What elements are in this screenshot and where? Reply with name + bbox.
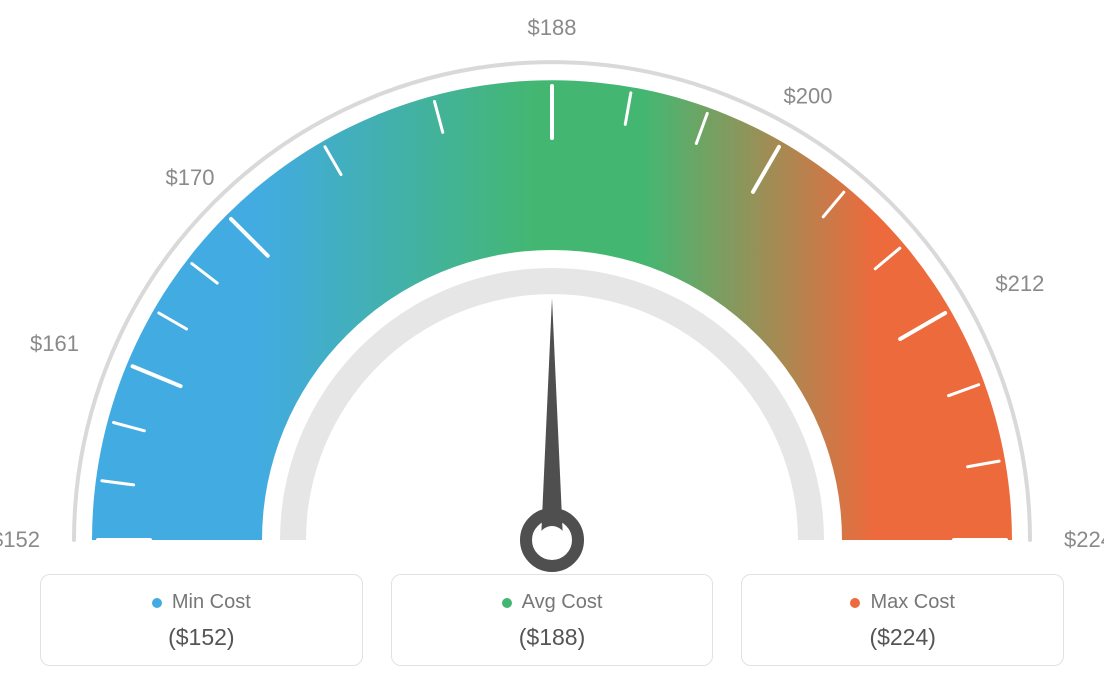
gauge-needle — [541, 298, 563, 540]
tick-label: $200 — [784, 84, 833, 109]
tick-label: $188 — [528, 15, 577, 40]
cost-gauge: $152 $161 $170 $188 $200 $212 $224 — [0, 0, 1104, 580]
legend-label-max: Max Cost — [850, 591, 954, 614]
legend-label-text: Max Cost — [870, 591, 954, 614]
legend-value-max: ($224) — [752, 624, 1053, 651]
tick-label: $212 — [995, 271, 1044, 296]
legend-label-avg: Avg Cost — [502, 591, 603, 614]
legend-value-min: ($152) — [51, 624, 352, 651]
dot-icon — [502, 598, 512, 608]
legend-label-text: Avg Cost — [522, 591, 603, 614]
tick-label: $152 — [0, 527, 40, 552]
legend-card-max: Max Cost ($224) — [741, 574, 1064, 666]
legend-value-avg: ($188) — [402, 624, 703, 651]
legend-label-text: Min Cost — [172, 591, 251, 614]
tick-label: $161 — [30, 331, 79, 356]
legend-card-avg: Avg Cost ($188) — [391, 574, 714, 666]
dot-icon — [850, 598, 860, 608]
dot-icon — [152, 598, 162, 608]
legend-label-min: Min Cost — [152, 591, 251, 614]
needle-hub-hole — [538, 526, 566, 554]
legend-row: Min Cost ($152) Avg Cost ($188) Max Cost… — [40, 574, 1064, 666]
tick-label: $224 — [1064, 527, 1104, 552]
gauge-container: $152 $161 $170 $188 $200 $212 $224 — [0, 0, 1104, 580]
tick-label: $170 — [165, 165, 214, 190]
legend-card-min: Min Cost ($152) — [40, 574, 363, 666]
